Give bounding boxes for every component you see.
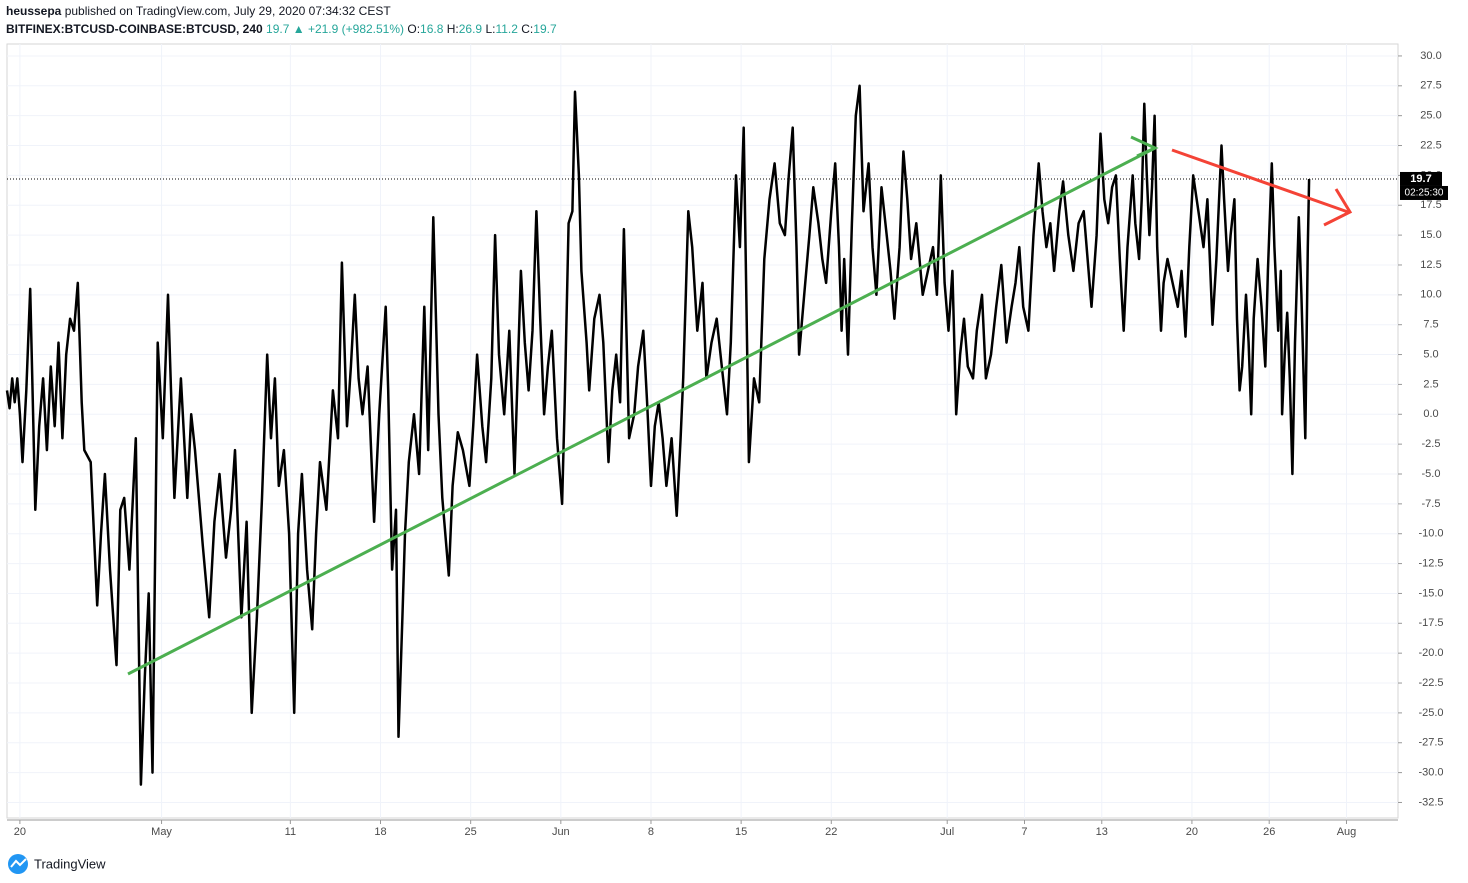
countdown-box: [1400, 185, 1448, 200]
symbol: BITFINEX:BTCUSD-COINBASE:BTCUSD, 240: [6, 22, 263, 36]
x-tick-label: 15: [735, 826, 747, 838]
y-tick-label: 5.0: [1423, 348, 1438, 360]
y-tick-label: -25.0: [1418, 707, 1443, 719]
y-tick-label: -12.5: [1418, 557, 1443, 569]
x-tick-label: 25: [465, 826, 477, 838]
uptrend-arrow: [1130, 135, 1159, 158]
x-tick-label: 18: [374, 826, 386, 838]
last-value: 19.7: [266, 22, 290, 36]
y-tick-label: -15.0: [1418, 587, 1443, 599]
x-tick-label: 8: [648, 826, 654, 838]
ohlc-label: L:: [485, 22, 495, 36]
plot-frame: [6, 43, 1399, 819]
y-tick-label: 22.5: [1420, 139, 1441, 151]
downtrend-line: [1171, 148, 1349, 214]
x-tick-label: May: [151, 826, 172, 838]
y-tick-label: -5.0: [1422, 468, 1441, 480]
y-tick-label: 7.5: [1423, 319, 1438, 331]
last-price-box: [1400, 171, 1442, 186]
y-tick-label: -22.5: [1418, 677, 1443, 689]
x-tick-label: 20: [14, 826, 26, 838]
price-line: [5, 84, 1311, 786]
y-tick-label: 27.5: [1420, 80, 1441, 92]
y-tick-label: 15.0: [1420, 229, 1441, 241]
x-tick-label: 20: [1186, 826, 1198, 838]
downtrend-arrow: [1323, 188, 1353, 227]
x-tick-label: 22: [825, 826, 837, 838]
change: ▲ +21.9 (+982.51%): [293, 22, 404, 36]
y-tick-label: -10.0: [1418, 528, 1443, 540]
x-tick-label: 11: [285, 826, 296, 838]
ohlc-value: 19.7: [533, 22, 557, 36]
x-tick-label: Aug: [1337, 826, 1357, 838]
published: published on TradingView.com, July 29, 2…: [65, 4, 392, 18]
brand: TradingView: [34, 856, 106, 871]
y-tick-label: 17.5: [1420, 199, 1441, 211]
author: heussepa: [6, 4, 62, 18]
ohlc-value: 26.9: [459, 22, 483, 36]
y-tick-label: -2.5: [1422, 438, 1441, 450]
x-tick-label: Jul: [940, 826, 954, 838]
x-tick-label: 26: [1263, 826, 1275, 838]
y-tick-label: 12.5: [1420, 259, 1441, 271]
y-tick-label: -30.0: [1418, 767, 1443, 779]
y-tick-label: -32.5: [1418, 796, 1443, 808]
last-price-label: 19.7: [1410, 173, 1431, 185]
y-tick-label: 30.0: [1420, 50, 1441, 62]
x-tick-label: 7: [1021, 826, 1027, 838]
y-tick-label: -27.5: [1418, 737, 1443, 749]
y-tick-label: -20.0: [1418, 647, 1443, 659]
y-tick-label: -17.5: [1418, 617, 1443, 629]
y-tick-label: 10.0: [1420, 289, 1441, 301]
y-tick-label: -7.5: [1422, 498, 1441, 510]
y-tick-label: 0.0: [1423, 408, 1438, 420]
uptrend-line: [127, 146, 1156, 676]
y-tick-label: 25.0: [1420, 110, 1441, 122]
ohlc-label: H:: [447, 22, 459, 36]
ohlc-label: O:: [407, 22, 420, 36]
y-tick-label: 2.5: [1423, 378, 1438, 390]
publish-line: heussepa published on TradingView.com, J…: [6, 4, 391, 18]
ohlc-value: 11.2: [495, 22, 518, 36]
brand-logo: [8, 854, 28, 874]
countdown: 02:25:30: [1405, 188, 1444, 199]
x-tick-label: Jun: [552, 826, 570, 838]
ohlc-label: C:: [521, 22, 533, 36]
ohlc-value: 16.8: [420, 22, 444, 36]
symbol-legend: BITFINEX:BTCUSD-COINBASE:BTCUSD, 240 19.…: [6, 22, 557, 36]
x-tick-label: 13: [1096, 826, 1108, 838]
